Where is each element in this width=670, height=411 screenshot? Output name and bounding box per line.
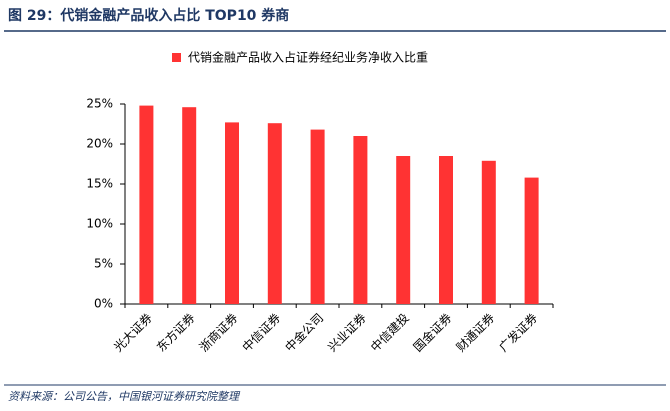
x-tick-label: 财通证券 bbox=[453, 310, 498, 355]
x-tick-label: 中信建投 bbox=[367, 310, 412, 355]
bar bbox=[139, 105, 154, 304]
bar bbox=[310, 129, 325, 304]
legend-swatch bbox=[172, 53, 181, 62]
x-tick-label: 中信证券 bbox=[239, 310, 284, 355]
x-tick-label: 光大证券 bbox=[110, 310, 155, 355]
source-note: 资料来源：公司公告，中国银河证券研究院整理 bbox=[8, 390, 241, 403]
x-tick-label: 兴业证券 bbox=[324, 310, 369, 355]
y-tick-label: 10% bbox=[86, 217, 113, 231]
y-tick-label: 5% bbox=[94, 257, 113, 271]
y-tick-label: 25% bbox=[86, 97, 113, 111]
bar bbox=[396, 156, 411, 304]
x-tick-label: 中金公司 bbox=[282, 310, 327, 355]
bar bbox=[439, 156, 453, 304]
y-tick-label: 15% bbox=[86, 177, 113, 191]
x-tick-label: 广发证券 bbox=[496, 310, 541, 355]
y-tick-label: 20% bbox=[86, 137, 113, 151]
bar bbox=[481, 160, 496, 304]
bar bbox=[524, 177, 539, 304]
x-tick-label: 东方证券 bbox=[153, 310, 198, 355]
x-tick-label: 浙商证券 bbox=[196, 310, 241, 355]
legend-label: 代销金融产品收入占证券经纪业务净收入比重 bbox=[188, 50, 428, 65]
y-tick-label: 0% bbox=[94, 297, 113, 311]
bar bbox=[267, 123, 282, 304]
x-tick-label: 国金证券 bbox=[410, 310, 455, 355]
bar bbox=[182, 107, 197, 304]
bar bbox=[225, 122, 239, 305]
bar bbox=[353, 136, 368, 304]
chart-title: 图 29：代销金融产品收入占比 TOP10 券商 bbox=[8, 7, 289, 24]
